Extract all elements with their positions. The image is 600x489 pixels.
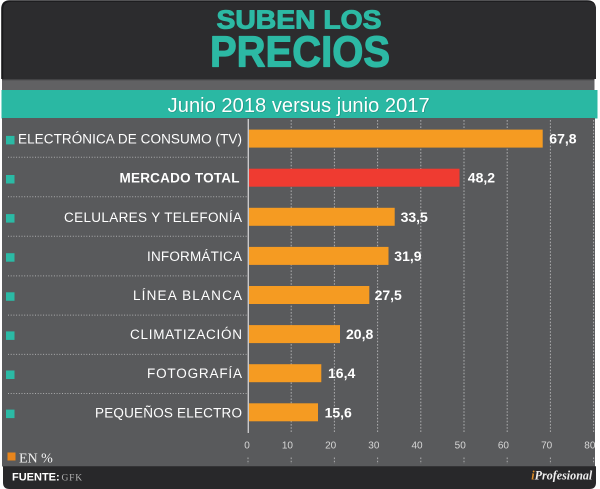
svg-text:CELULARES Y TELEFONÍA: CELULARES Y TELEFONÍA — [64, 210, 242, 225]
svg-text:70: 70 — [541, 441, 553, 452]
svg-text:80: 80 — [584, 441, 596, 452]
svg-text:MERCADO TOTAL: MERCADO TOTAL — [120, 171, 240, 186]
svg-text:iProfesional: iProfesional — [531, 468, 592, 482]
svg-text:INFORMÁTICA: INFORMÁTICA — [147, 249, 242, 264]
svg-text:15,6: 15,6 — [325, 404, 352, 420]
svg-text:20,8: 20,8 — [346, 326, 373, 342]
svg-text:SUBEN LOS: SUBEN LOS — [217, 5, 382, 35]
svg-text:PEQUEÑOS ELECTRO: PEQUEÑOS ELECTRO — [95, 405, 242, 420]
svg-text:GFK: GFK — [62, 474, 83, 484]
svg-text:LÍNEA BLANCA: LÍNEA BLANCA — [133, 288, 242, 303]
svg-text:16,4: 16,4 — [328, 365, 355, 381]
svg-text:EN %: EN % — [19, 452, 53, 467]
svg-text:48,2: 48,2 — [468, 170, 495, 186]
svg-text:10: 10 — [282, 441, 294, 452]
svg-text:20: 20 — [325, 441, 337, 452]
svg-text:40: 40 — [411, 441, 423, 452]
svg-text:0: 0 — [244, 441, 250, 452]
svg-text:Junio 2018 versus junio 2017: Junio 2018 versus junio 2017 — [168, 95, 430, 117]
svg-text:60: 60 — [498, 441, 510, 452]
svg-text:ELECTRÓNICA DE CONSUMO (TV): ELECTRÓNICA DE CONSUMO (TV) — [18, 132, 242, 147]
svg-text:30: 30 — [368, 441, 380, 452]
svg-text:67,8: 67,8 — [549, 131, 576, 147]
svg-text:FOTOGRAFÍA: FOTOGRAFÍA — [147, 366, 242, 381]
svg-text:33,5: 33,5 — [401, 209, 428, 225]
svg-text:FUENTE:: FUENTE: — [12, 472, 60, 484]
svg-text:27,5: 27,5 — [375, 287, 402, 303]
svg-text:CLIMATIZACIÓN: CLIMATIZACIÓN — [130, 327, 242, 342]
svg-text:31,9: 31,9 — [394, 248, 421, 264]
svg-text:Junio 2018 versus junio 2017: Junio 2018 versus junio 2017 — [168, 96, 430, 118]
svg-text:PRECIOS: PRECIOS — [210, 28, 390, 77]
svg-text:50: 50 — [455, 441, 467, 452]
